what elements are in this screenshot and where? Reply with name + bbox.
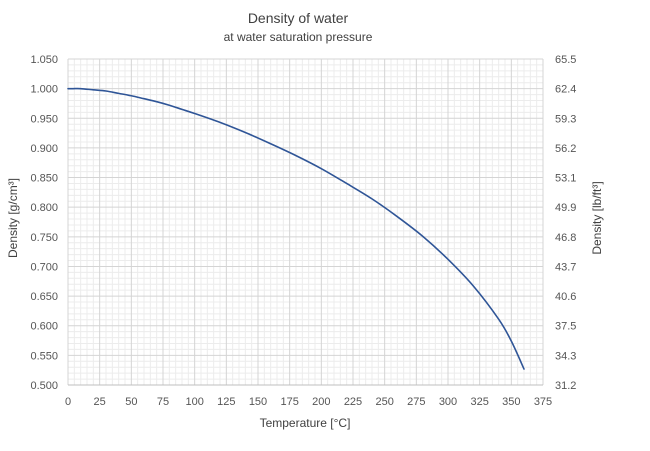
x-tick-label: 125 — [217, 396, 235, 408]
x-tick-label: 175 — [280, 396, 298, 408]
x-axis-label: Temperature [°C] — [260, 416, 351, 430]
y-tick-label: 0.700 — [30, 261, 58, 273]
y2-tick-label: 43.7 — [555, 261, 576, 273]
y2-tick-label: 49.9 — [555, 202, 576, 214]
y-tick-label: 0.750 — [30, 232, 58, 244]
grid — [67, 58, 544, 386]
x-tick-label: 100 — [185, 396, 203, 408]
y2-tick-labels: 31.2 34.3 37.5 40.6 43.7 46.8 49.9 53.1 56.2 59.3… — [555, 54, 576, 392]
y-axis-label: Density [g/cm³] — [6, 178, 20, 258]
y2-tick-label: 34.3 — [555, 350, 576, 362]
y-tick-label: 0.500 — [30, 380, 58, 392]
y2-tick-label: 56.2 — [555, 143, 576, 155]
y2-tick-label: 31.2 — [555, 380, 576, 392]
x-tick-label: 325 — [470, 396, 488, 408]
y-tick-label: 0.800 — [30, 202, 58, 214]
y-tick-label: 0.650 — [30, 291, 58, 303]
y-tick-label: 0.600 — [30, 321, 58, 333]
y2-tick-label: 40.6 — [555, 291, 576, 303]
y2-tick-label: 59.3 — [555, 113, 576, 125]
y2-tick-label: 62.4 — [555, 84, 576, 96]
series-layer — [67, 87, 525, 370]
x-tick-label: 25 — [94, 396, 106, 408]
x-tick-label: 75 — [157, 396, 169, 408]
y-tick-label: 0.900 — [30, 143, 58, 155]
y2-tick-label: 37.5 — [555, 321, 576, 333]
y-tick-label: 1.050 — [30, 54, 58, 66]
chart-title: Density of water — [248, 10, 349, 26]
x-tick-label: 300 — [439, 396, 457, 408]
y2-tick-label: 65.5 — [555, 54, 576, 66]
y-tick-label: 1.000 — [30, 84, 58, 96]
x-tick-label: 225 — [344, 396, 362, 408]
x-tick-label: 375 — [534, 396, 552, 408]
x-tick-label: 0 — [65, 396, 71, 408]
y-tick-label: 0.550 — [30, 350, 58, 362]
x-tick-label: 200 — [312, 396, 330, 408]
y2-axis-label: Density [lb/ft³] — [590, 181, 604, 254]
x-tick-label: 275 — [407, 396, 425, 408]
y-tick-label: 0.950 — [30, 113, 58, 125]
y-tick-label: 0.850 — [30, 173, 58, 185]
x-tick-labels: 0 25 50 75 100 125 150 175 200 225 250 275 300 325 350… — [65, 396, 552, 408]
x-tick-label: 150 — [249, 396, 267, 408]
x-tick-label: 250 — [375, 396, 393, 408]
x-tick-label: 350 — [502, 396, 520, 408]
chart-subtitle: at water saturation pressure — [224, 30, 373, 44]
y-tick-labels: 0.500 0.550 0.600 0.650 0.700 0.750 0.800 0.850… — [30, 54, 58, 392]
x-tick-label: 50 — [125, 396, 137, 408]
y2-tick-label: 46.8 — [555, 232, 576, 244]
y2-tick-label: 53.1 — [555, 173, 576, 185]
density-series-line — [67, 87, 525, 370]
